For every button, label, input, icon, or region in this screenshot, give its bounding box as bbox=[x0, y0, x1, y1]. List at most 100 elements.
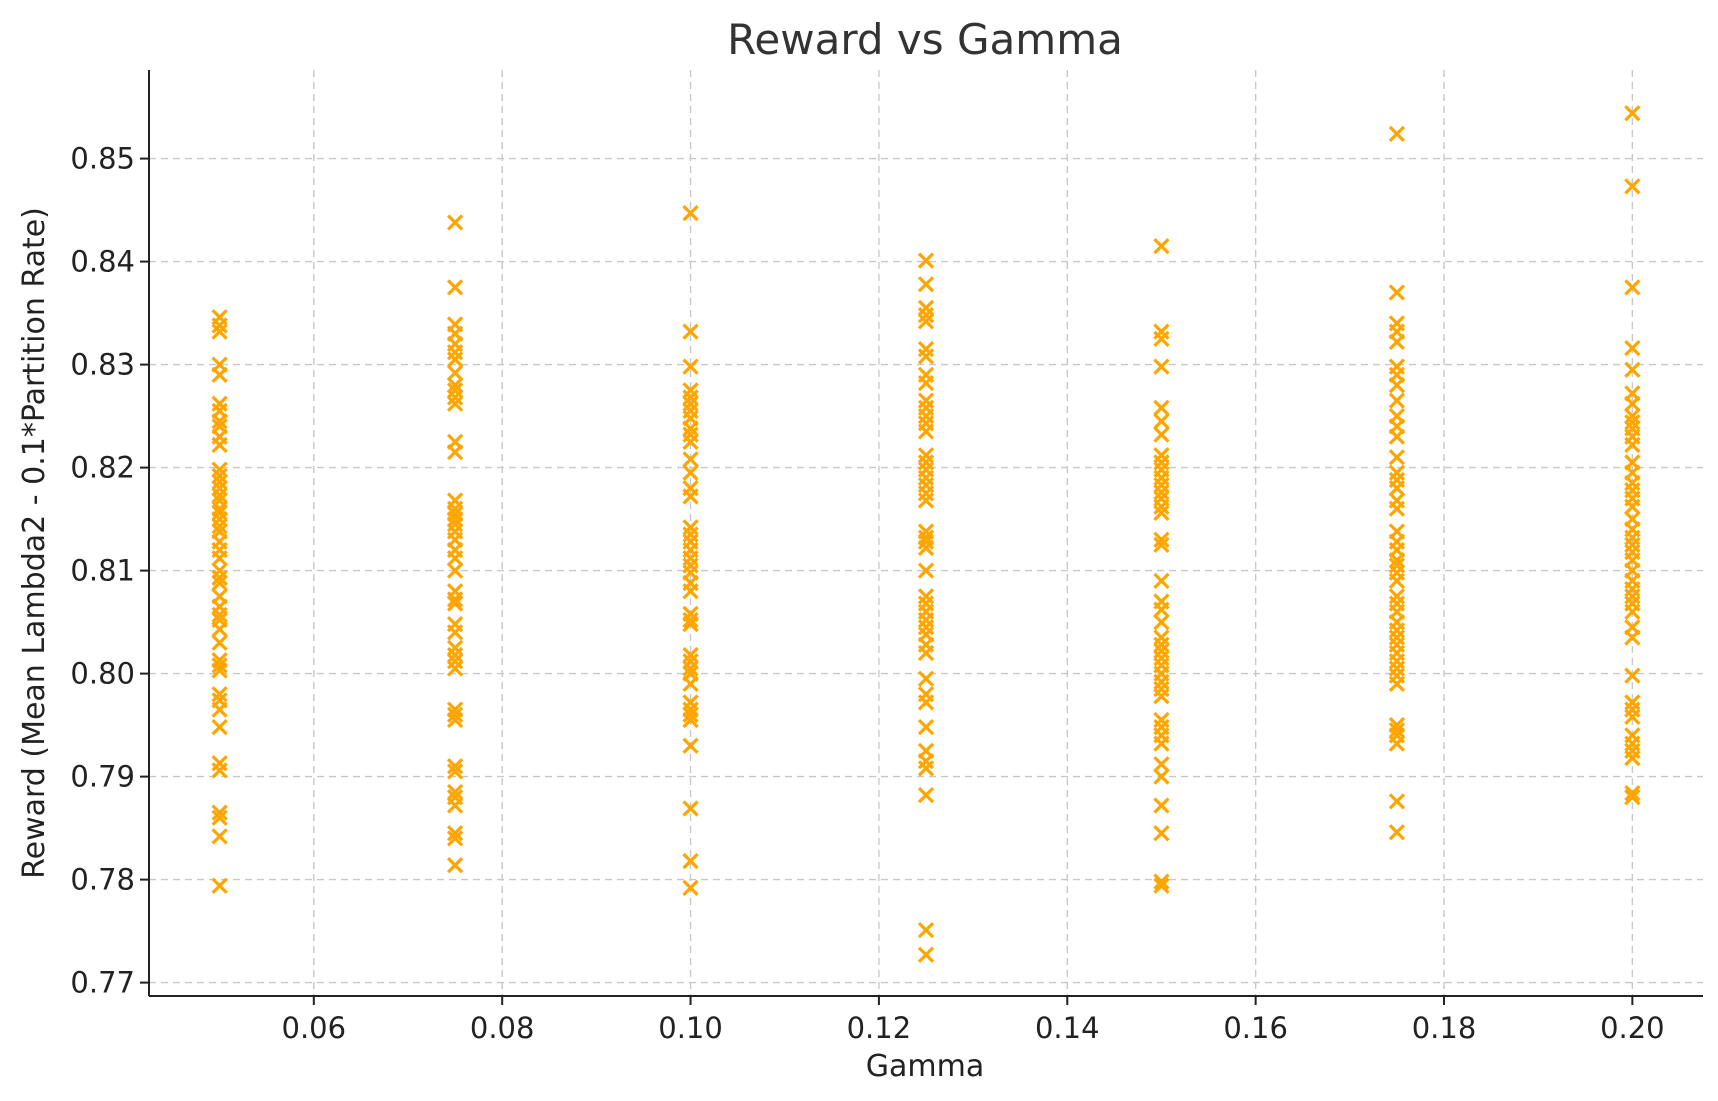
data-point bbox=[211, 662, 228, 679]
data-point bbox=[446, 763, 464, 780]
data-point bbox=[1153, 330, 1170, 347]
y-tick-label: 0.84 bbox=[70, 245, 135, 279]
data-point bbox=[1153, 825, 1170, 842]
data-point bbox=[1153, 498, 1170, 515]
data-point bbox=[1153, 797, 1170, 814]
data-point bbox=[1153, 613, 1170, 631]
data-point bbox=[1153, 358, 1170, 375]
data-point bbox=[211, 657, 228, 674]
y-tick-label: 0.81 bbox=[70, 554, 135, 588]
data-point bbox=[211, 518, 228, 535]
data-point bbox=[682, 358, 699, 375]
data-point bbox=[1153, 484, 1170, 501]
data-point bbox=[1388, 735, 1406, 752]
data-point bbox=[211, 804, 228, 821]
data-point bbox=[446, 444, 464, 461]
data-point bbox=[682, 464, 699, 481]
data-point bbox=[1153, 735, 1170, 752]
data-point bbox=[682, 660, 699, 677]
data-point bbox=[211, 877, 228, 894]
data-points bbox=[211, 105, 1641, 963]
data-point bbox=[446, 591, 464, 608]
data-point bbox=[682, 646, 699, 664]
data-point bbox=[682, 583, 699, 600]
data-point bbox=[1388, 284, 1406, 301]
x-axis-label: Gamma bbox=[866, 1049, 984, 1084]
data-point bbox=[1388, 572, 1406, 590]
data-point bbox=[682, 389, 699, 406]
data-point bbox=[211, 719, 228, 736]
data-point bbox=[1388, 793, 1406, 810]
data-point bbox=[1624, 414, 1641, 431]
data-point bbox=[446, 660, 464, 677]
data-point bbox=[1624, 105, 1641, 122]
y-tick-label: 0.83 bbox=[70, 348, 135, 382]
data-point bbox=[917, 492, 935, 509]
data-point bbox=[211, 323, 228, 340]
data-point bbox=[446, 550, 464, 567]
y-tick-label: 0.82 bbox=[70, 451, 135, 485]
data-point bbox=[1624, 667, 1641, 684]
data-point bbox=[1153, 399, 1170, 416]
data-point bbox=[682, 737, 699, 754]
data-point bbox=[1388, 449, 1406, 466]
y-tick-label: 0.77 bbox=[70, 966, 135, 1000]
data-point bbox=[1388, 333, 1406, 351]
data-point bbox=[1388, 675, 1406, 693]
data-point bbox=[211, 317, 228, 334]
data-point bbox=[446, 279, 464, 296]
data-point bbox=[1153, 877, 1170, 894]
data-point bbox=[211, 828, 228, 845]
data-point bbox=[682, 616, 699, 633]
data-point bbox=[1153, 536, 1170, 553]
data-point bbox=[1388, 552, 1406, 569]
data-point bbox=[211, 366, 228, 384]
data-point bbox=[1153, 572, 1170, 590]
data-point bbox=[682, 451, 699, 468]
data-point bbox=[682, 711, 699, 729]
data-point bbox=[917, 670, 935, 687]
data-point bbox=[682, 675, 699, 693]
y-tick-label: 0.85 bbox=[70, 142, 135, 176]
data-point bbox=[917, 946, 935, 963]
data-point bbox=[1153, 426, 1170, 443]
data-point bbox=[446, 857, 464, 874]
data-point bbox=[446, 595, 464, 612]
data-point bbox=[1388, 428, 1406, 445]
data-point bbox=[917, 313, 935, 330]
data-point bbox=[682, 323, 699, 340]
data-point bbox=[446, 825, 464, 842]
data-point bbox=[446, 646, 464, 664]
data-point bbox=[1624, 749, 1641, 767]
data-point bbox=[917, 760, 935, 777]
data-point bbox=[1153, 636, 1170, 653]
data-point bbox=[211, 686, 228, 703]
data-point bbox=[211, 574, 228, 592]
data-point bbox=[1624, 603, 1641, 620]
data-point bbox=[1388, 500, 1406, 517]
data-point bbox=[917, 694, 935, 711]
data-point bbox=[682, 420, 699, 437]
data-point bbox=[917, 787, 935, 804]
data-point bbox=[1388, 125, 1406, 142]
data-point bbox=[1624, 178, 1641, 195]
data-point bbox=[211, 621, 228, 638]
data-point bbox=[1624, 436, 1641, 454]
data-point bbox=[446, 214, 464, 231]
x-axis-ticks: 0.06 0.08 0.10 0.12 0.14 0.16 0.18 0.20 bbox=[282, 996, 1665, 1045]
x-tick-label: 0.16 bbox=[1223, 1011, 1288, 1045]
data-point bbox=[211, 461, 228, 478]
data-point bbox=[446, 562, 464, 579]
data-point bbox=[211, 762, 228, 779]
data-point bbox=[1624, 407, 1641, 425]
data-point bbox=[917, 252, 935, 269]
data-point bbox=[917, 921, 935, 939]
data-point bbox=[446, 797, 464, 814]
data-point bbox=[682, 205, 699, 222]
data-point bbox=[1388, 377, 1406, 394]
data-point bbox=[1624, 361, 1641, 378]
data-point bbox=[1624, 339, 1641, 357]
data-point bbox=[446, 758, 464, 775]
data-point bbox=[917, 719, 935, 736]
